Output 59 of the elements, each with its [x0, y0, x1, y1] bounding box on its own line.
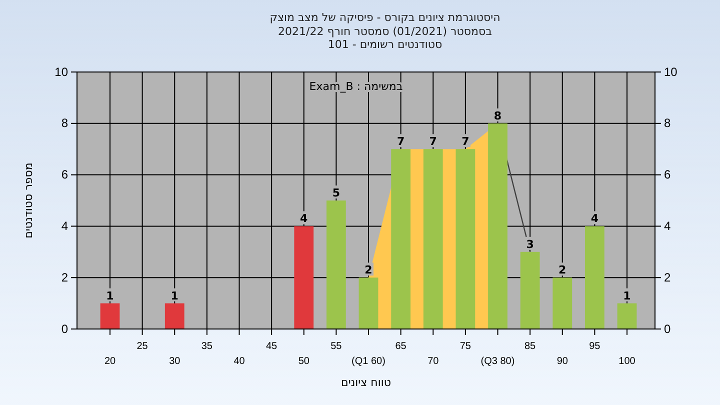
x-tick-label: (Q1 60)	[352, 356, 386, 367]
data-label: 1	[106, 289, 114, 302]
data-label: 5	[332, 186, 340, 200]
x-axis-title: טווח ציונים	[341, 376, 391, 389]
data-label: 2	[364, 264, 372, 277]
data-label: 7	[462, 135, 470, 148]
y-tick-label: 0	[61, 322, 68, 336]
data-label: 3	[526, 238, 534, 251]
bar	[164, 303, 184, 329]
x-tick-label: 55	[330, 341, 342, 352]
bar	[100, 303, 120, 329]
bar	[584, 226, 604, 329]
bar	[294, 226, 314, 329]
data-label: 1	[623, 289, 631, 302]
data-label: 4	[590, 212, 599, 226]
bar	[552, 278, 572, 329]
x-tick-label: 75	[460, 341, 472, 352]
x-tick-label: 85	[524, 341, 536, 352]
chart-title: היסטוגרמת ציונים בקורס - פיסיקה של מצב מוצק	[270, 11, 500, 24]
bar	[358, 278, 378, 329]
bar	[520, 252, 540, 329]
x-tick-label: 35	[201, 341, 213, 352]
x-tick-label: 95	[589, 341, 601, 352]
x-tick-label: 45	[266, 341, 278, 352]
bar	[391, 149, 411, 329]
x-tick-label: 20	[104, 356, 116, 367]
x-tick-label: 30	[169, 356, 181, 367]
x-tick-label: (Q3 80)	[480, 356, 515, 367]
y-tick-label: 6	[61, 168, 68, 182]
x-tick-label: 65	[395, 341, 407, 352]
data-label: 7	[429, 135, 437, 148]
x-tick-label: 25	[136, 341, 148, 352]
y-tick-label: 10	[54, 64, 68, 79]
y2-tick-label: 8	[664, 116, 671, 130]
data-label: 1	[170, 289, 178, 302]
y-tick-label: 8	[61, 116, 68, 130]
bar	[423, 149, 443, 329]
x-tick-label: 50	[298, 356, 310, 367]
chart-subtitle: בסמסטר (01/2021) סמסטר חורף 2021/22 סטודנטים רשומים - 101	[278, 25, 492, 51]
y2-tick-label: 10	[664, 64, 678, 79]
data-label: 7	[396, 135, 405, 148]
data-label: 2	[558, 264, 566, 277]
x-tick-label: 100	[618, 356, 636, 367]
y2-tick-label: 2	[664, 270, 671, 284]
data-label: 8	[494, 109, 502, 122]
bar	[456, 149, 476, 329]
x-tick-label: 70	[428, 356, 440, 367]
bar	[488, 123, 508, 329]
bar	[326, 200, 346, 329]
x-tick-label: 90	[556, 356, 568, 367]
bar	[617, 303, 637, 329]
y2-tick-label: 6	[664, 168, 671, 182]
y2-tick-label: 0	[664, 322, 671, 336]
data-label: 4	[300, 212, 308, 226]
y-tick-label: 4	[61, 219, 68, 234]
y2-tick-label: 4	[664, 219, 671, 234]
y-axis-title: מספר סטודנטים	[22, 162, 35, 238]
y-tick-label: 2	[61, 270, 68, 284]
x-tick-label: 40	[234, 356, 246, 367]
